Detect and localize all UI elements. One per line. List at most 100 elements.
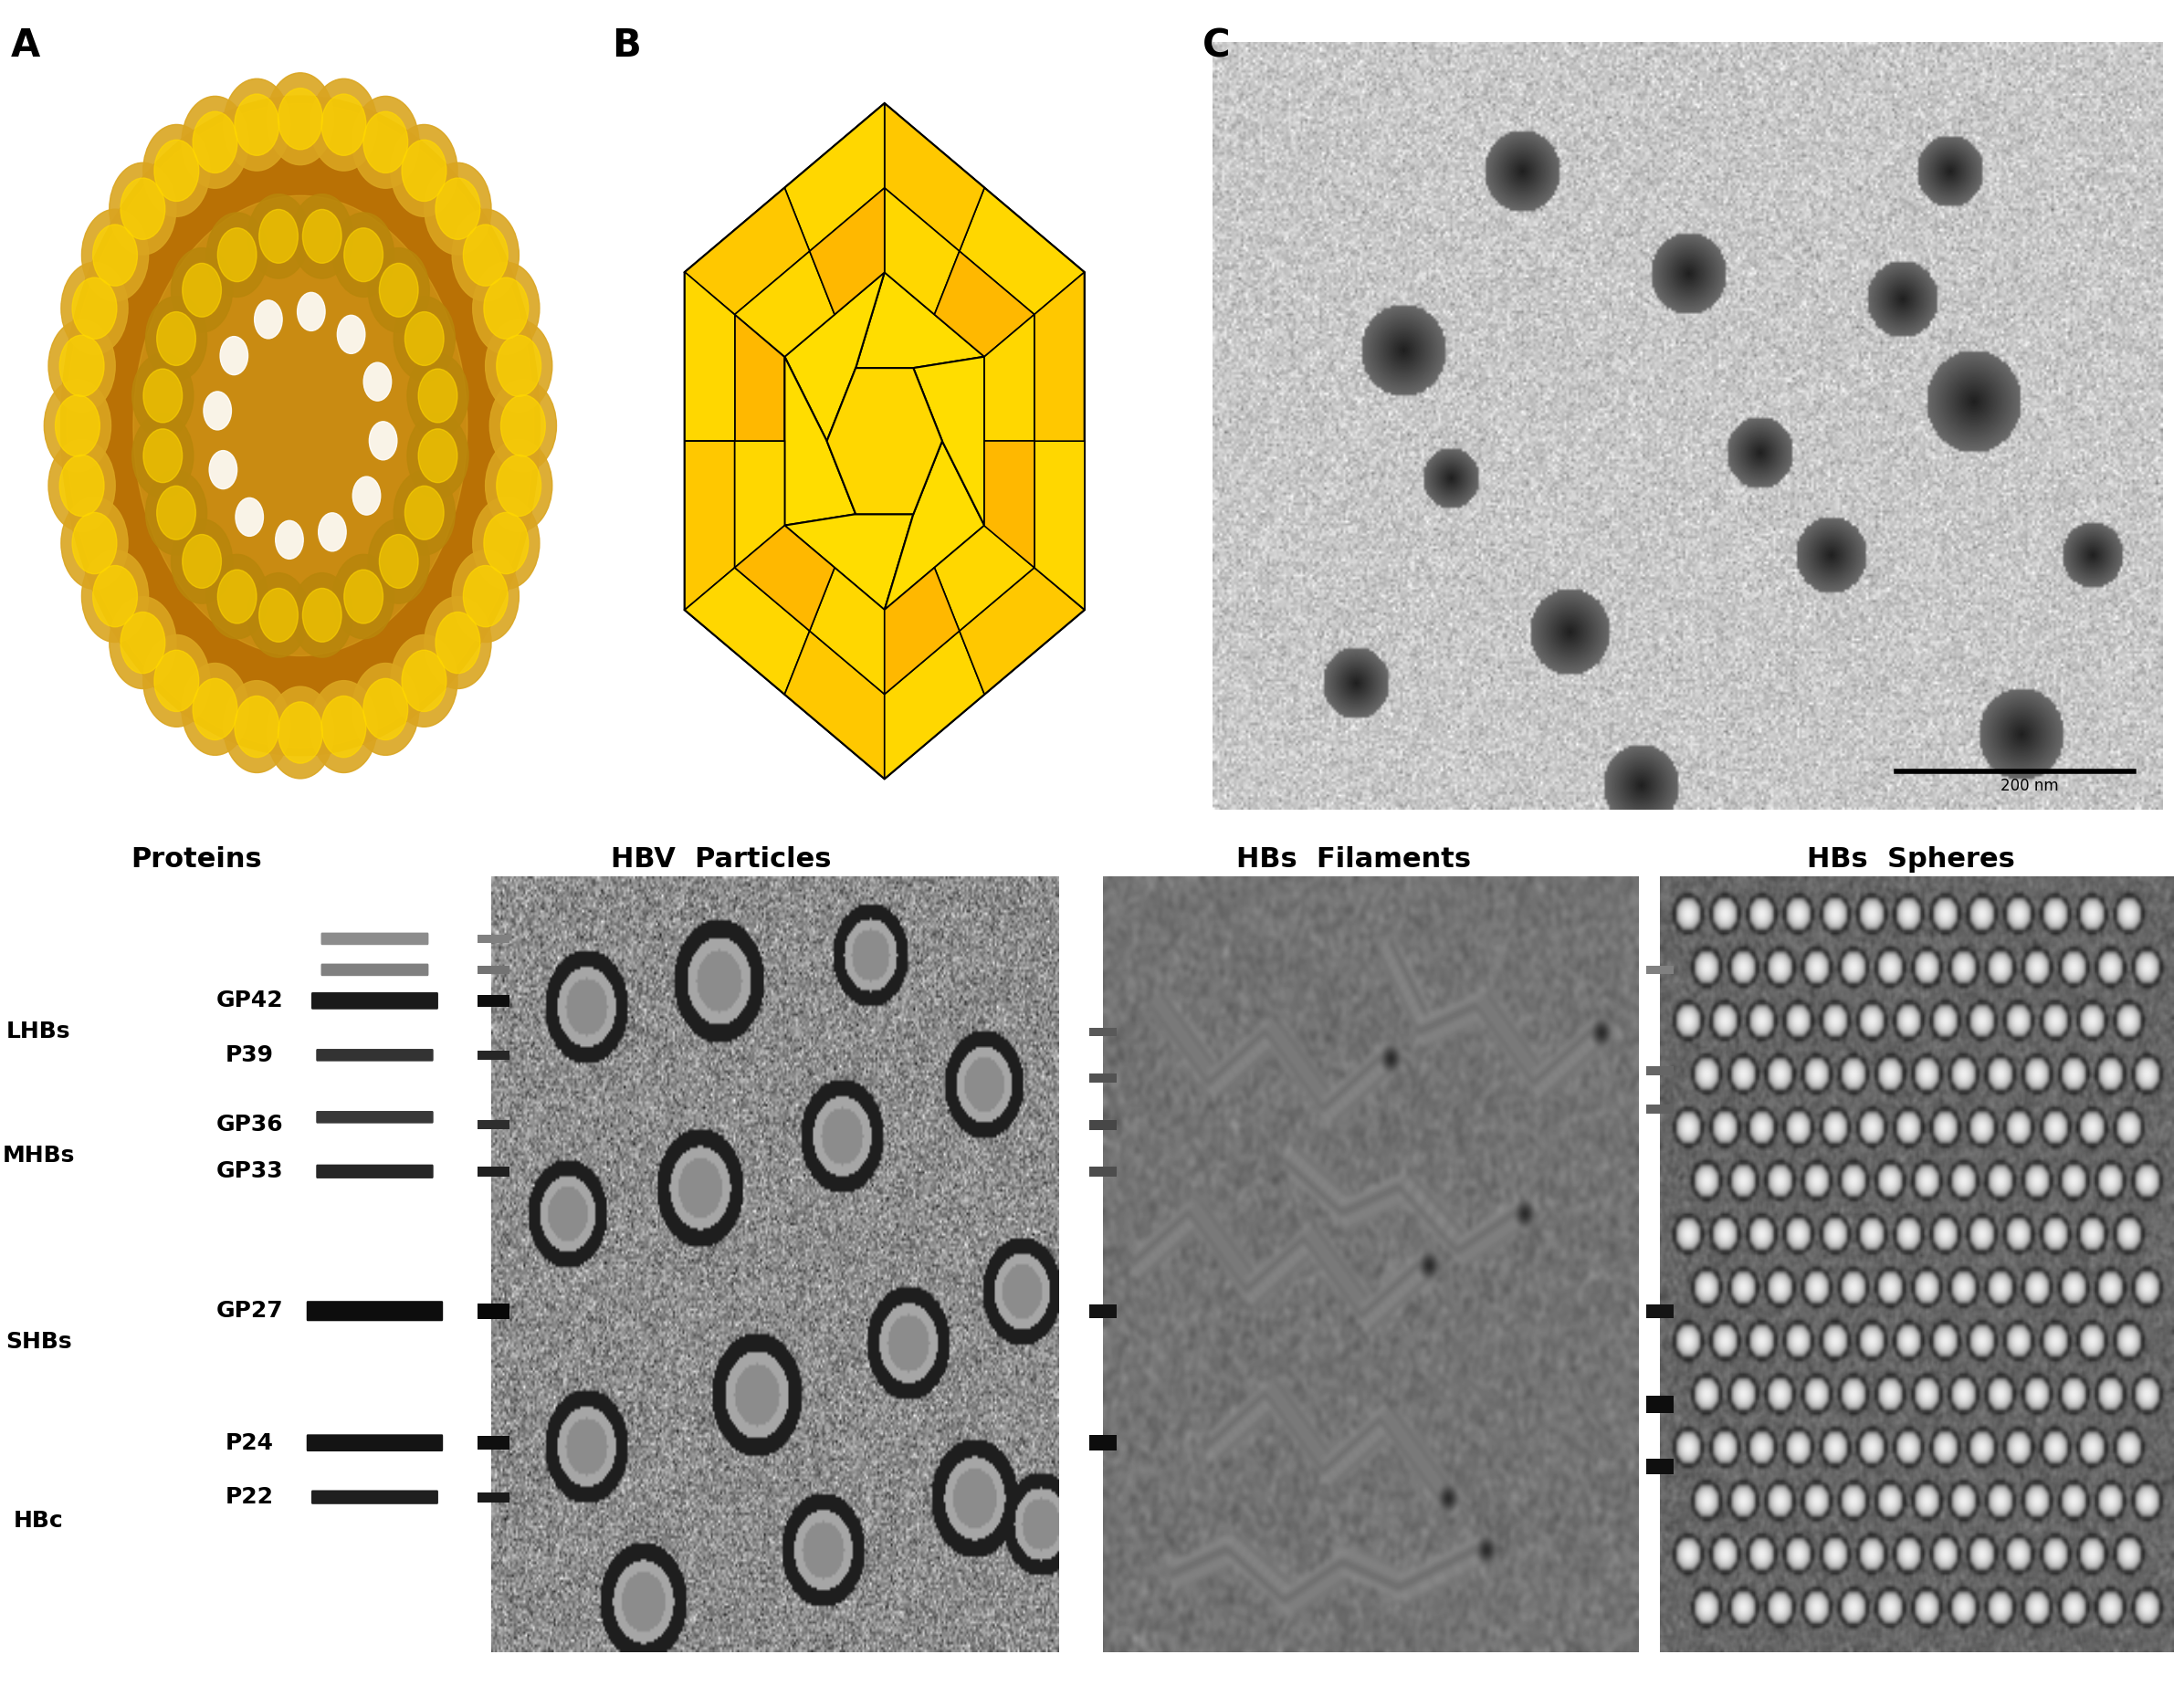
Circle shape (404, 312, 443, 366)
Circle shape (48, 320, 116, 411)
Circle shape (363, 362, 391, 401)
Circle shape (61, 263, 129, 354)
FancyBboxPatch shape (306, 1302, 443, 1322)
Circle shape (44, 379, 111, 472)
FancyBboxPatch shape (312, 1490, 439, 1504)
Circle shape (277, 701, 323, 764)
Bar (478, 966, 509, 973)
Polygon shape (885, 187, 959, 315)
Circle shape (109, 164, 177, 255)
Circle shape (207, 212, 269, 297)
Text: MHBs: MHBs (2, 1145, 74, 1167)
Circle shape (155, 140, 199, 201)
Circle shape (144, 125, 210, 216)
Text: HBs  Spheres: HBs Spheres (1806, 846, 2016, 873)
Circle shape (472, 263, 539, 354)
Polygon shape (810, 568, 885, 695)
Circle shape (290, 194, 352, 278)
Circle shape (321, 696, 367, 757)
Polygon shape (686, 442, 734, 610)
FancyBboxPatch shape (317, 1049, 432, 1060)
Text: B: B (612, 27, 640, 66)
Circle shape (321, 94, 367, 155)
Circle shape (253, 300, 282, 339)
Text: P24: P24 (225, 1431, 273, 1453)
Bar (478, 1303, 509, 1318)
Circle shape (406, 413, 467, 497)
Circle shape (402, 140, 446, 201)
Polygon shape (1035, 442, 1083, 610)
Circle shape (133, 354, 194, 438)
Polygon shape (959, 568, 1083, 695)
Bar (1090, 1303, 1116, 1318)
Circle shape (120, 612, 166, 673)
Circle shape (435, 612, 480, 673)
Circle shape (120, 179, 166, 239)
Circle shape (249, 194, 310, 278)
Circle shape (249, 573, 310, 658)
Circle shape (319, 513, 347, 551)
Polygon shape (985, 271, 1083, 610)
Circle shape (463, 565, 509, 627)
Circle shape (203, 391, 232, 430)
Circle shape (472, 497, 539, 588)
Polygon shape (885, 568, 959, 695)
Polygon shape (686, 526, 885, 779)
Circle shape (496, 455, 542, 516)
Circle shape (463, 224, 509, 287)
Circle shape (304, 588, 341, 642)
Circle shape (485, 320, 553, 411)
Circle shape (144, 636, 210, 727)
Circle shape (234, 696, 280, 757)
Circle shape (260, 588, 297, 642)
Polygon shape (856, 271, 985, 368)
Circle shape (221, 337, 249, 374)
Polygon shape (686, 103, 885, 357)
Circle shape (155, 651, 199, 711)
Bar (1647, 1458, 1673, 1474)
Text: GP27: GP27 (216, 1300, 284, 1322)
Bar (478, 996, 509, 1005)
FancyBboxPatch shape (321, 995, 428, 1007)
Circle shape (380, 263, 419, 317)
Circle shape (332, 212, 393, 297)
Circle shape (61, 497, 129, 588)
Text: SHBs: SHBs (4, 1332, 72, 1352)
Circle shape (310, 681, 378, 772)
Polygon shape (985, 315, 1035, 442)
Circle shape (157, 486, 197, 540)
Polygon shape (734, 251, 834, 357)
Circle shape (223, 79, 290, 170)
Polygon shape (935, 251, 1035, 357)
Circle shape (424, 597, 491, 688)
Circle shape (452, 550, 520, 642)
Circle shape (363, 111, 408, 174)
Polygon shape (985, 442, 1035, 568)
Circle shape (109, 597, 177, 688)
Circle shape (133, 413, 194, 497)
Circle shape (352, 477, 380, 514)
Text: A: A (11, 27, 39, 66)
Circle shape (181, 663, 249, 755)
Text: Proteins: Proteins (131, 846, 262, 873)
Polygon shape (734, 315, 784, 442)
Circle shape (181, 96, 249, 189)
Circle shape (59, 455, 105, 516)
Circle shape (406, 354, 467, 438)
Polygon shape (828, 368, 941, 514)
Circle shape (500, 395, 546, 457)
Circle shape (144, 369, 181, 423)
Bar (478, 995, 509, 1007)
Bar (1090, 1435, 1116, 1450)
Circle shape (92, 565, 138, 627)
Circle shape (352, 96, 419, 189)
Circle shape (336, 315, 365, 354)
FancyBboxPatch shape (321, 964, 428, 976)
Circle shape (352, 663, 419, 755)
Polygon shape (686, 187, 810, 315)
Polygon shape (1035, 271, 1083, 442)
Text: C: C (1203, 27, 1230, 66)
Circle shape (297, 292, 325, 330)
Polygon shape (885, 631, 985, 779)
Circle shape (223, 681, 290, 772)
